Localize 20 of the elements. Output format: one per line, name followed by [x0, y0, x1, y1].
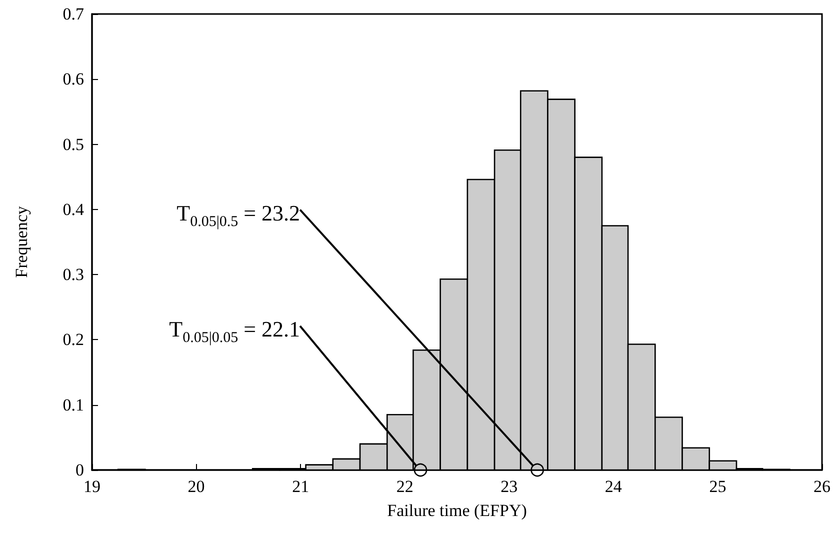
annotation: T$_{0.05|0.5}$ = 23.2	[176, 200, 300, 230]
x-tick-label: 22	[396, 477, 414, 496]
x-tick-label: 20	[188, 477, 205, 496]
y-tick-label: 0.1	[62, 395, 84, 414]
y-tick-label: 0.5	[62, 134, 84, 154]
x-tick-label: 24	[604, 477, 622, 496]
x-tick-label: 26	[814, 477, 830, 496]
y-axis-title: Frequency	[12, 206, 31, 278]
y-tick-label: 0.6	[62, 70, 84, 89]
y-tick-label: 0	[76, 460, 84, 480]
x-tick-label: 23	[500, 477, 518, 496]
x-tick-label: 21	[292, 477, 310, 496]
y-tick-label: 0.3	[62, 265, 84, 284]
x-tick-label: 19	[84, 477, 100, 496]
y-tick-label: 0.7	[62, 4, 84, 24]
y-tick-label: 0.4	[62, 200, 84, 219]
y-tick-label: 0.2	[62, 330, 84, 350]
x-tick-label: 25	[709, 477, 726, 496]
x-axis-title: Failure time (EFPY)	[387, 501, 527, 520]
annotation: T$_{0.05|0.05}$ = 22.1	[169, 316, 300, 346]
